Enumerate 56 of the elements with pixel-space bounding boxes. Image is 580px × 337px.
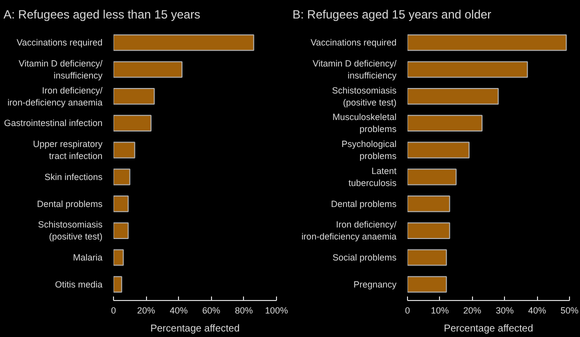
bar — [114, 168, 130, 186]
bar — [114, 88, 155, 105]
bar — [408, 61, 528, 78]
x-tick-label: 30% — [496, 306, 514, 316]
bar — [114, 222, 129, 239]
bar — [114, 61, 182, 78]
y-tick-label: Skin infections — [44, 172, 103, 182]
bar — [408, 114, 483, 132]
x-tick-label: 20% — [137, 306, 156, 316]
bar — [408, 222, 450, 239]
x-tick-label: 40% — [170, 306, 188, 316]
bar — [114, 249, 124, 266]
bar — [408, 34, 567, 51]
y-tick-label: Vaccinations required — [310, 38, 397, 48]
y-tick-label: Gastrointestinal infection — [4, 118, 103, 128]
x-tick-label: 100% — [264, 306, 288, 316]
x-tick-label: 10% — [430, 306, 449, 316]
bar — [114, 142, 136, 158]
bar — [408, 196, 450, 212]
y-tick-label: Pregnancy — [353, 279, 397, 290]
x-axis-title: Percentage affected — [444, 324, 534, 334]
y-tick-label: Schistosomiasis (positive test) — [332, 85, 397, 108]
y-tick-label: Upper respiratory tract infection — [32, 139, 103, 162]
x-tick-label: 20% — [463, 306, 482, 316]
y-tick-label: Iron deficiency/ iron-deficiency anaemia — [7, 85, 103, 108]
y-tick-label: Schistosomiasis (positive test) — [38, 220, 103, 242]
y-tick-label: Psychological problems — [341, 139, 397, 162]
bar — [114, 276, 122, 293]
chart-title: A: Refugees aged less than 15 years — [4, 8, 200, 22]
x-axis-title: Percentage affected — [150, 324, 240, 334]
x-tick-label: 60% — [202, 306, 220, 316]
x-tick-label: 40% — [528, 306, 546, 316]
y-tick-label: Otitis media — [54, 279, 102, 290]
y-tick-label: Vitamin D deficiency/ insufficiency — [18, 58, 103, 80]
y-tick-label: Malaria — [72, 252, 103, 263]
x-tick-label: 80% — [234, 306, 253, 316]
bar — [114, 196, 129, 212]
bar — [114, 34, 254, 51]
bar — [408, 88, 499, 105]
y-tick-label: Iron deficiency/ iron-deficiency anaemia — [301, 220, 397, 242]
y-tick-label: Social problems — [332, 252, 397, 263]
bar — [408, 142, 470, 158]
bar — [408, 249, 447, 266]
y-tick-label: Vaccinations required — [16, 38, 103, 48]
bar — [114, 114, 152, 132]
bar — [408, 276, 447, 293]
y-tick-label: Vitamin D deficiency/ insufficiency — [312, 58, 397, 80]
y-tick-label: Latent tuberculosis — [348, 166, 397, 188]
y-tick-label: Musculoskeletal problems — [332, 112, 397, 134]
y-tick-label: Dental problems — [36, 198, 103, 209]
chart-title: B: Refugees aged 15 years and older — [292, 8, 492, 22]
x-tick-label: 50% — [560, 306, 579, 316]
x-tick-label: 0 — [404, 306, 410, 316]
x-tick-label: 0 — [110, 306, 116, 316]
y-tick-label: Dental problems — [330, 198, 397, 209]
bar — [408, 168, 457, 186]
